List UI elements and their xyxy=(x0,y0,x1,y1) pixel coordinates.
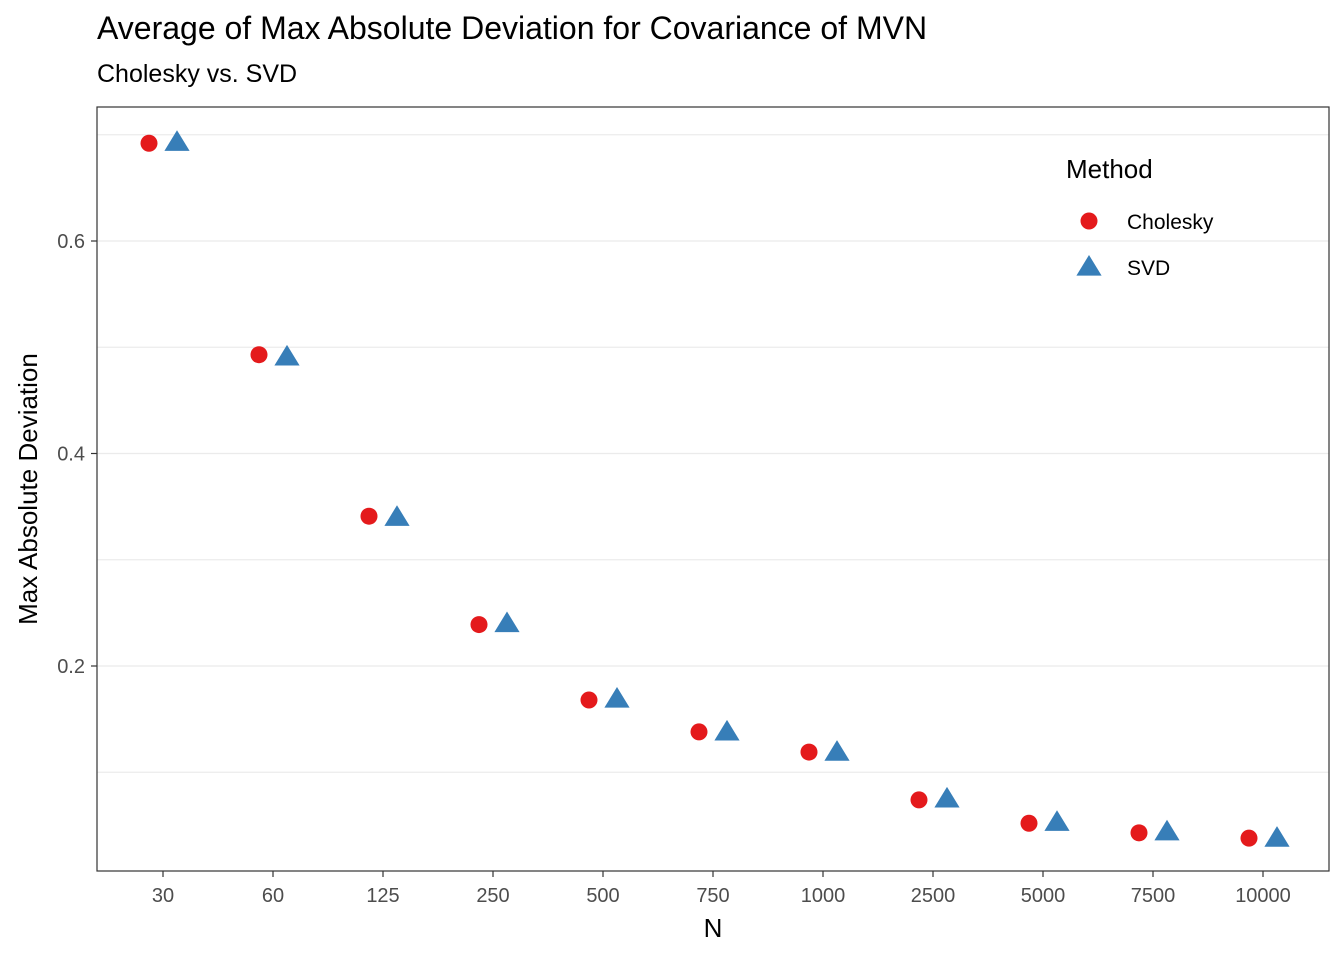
cholesky-point xyxy=(470,616,488,634)
data-points xyxy=(140,130,1290,847)
svd-point xyxy=(824,740,850,761)
y-axis: 0.2 0.4 0.6 xyxy=(57,231,97,678)
cholesky-point xyxy=(690,723,708,741)
legend-key-triangle xyxy=(1076,255,1102,276)
svd-point xyxy=(714,719,740,741)
chart-title: Average of Max Absolute Deviation for Co… xyxy=(97,10,928,46)
svd-point xyxy=(1044,810,1070,831)
svd-point xyxy=(274,344,300,366)
chart-subtitle: Cholesky vs. SVD xyxy=(97,60,298,88)
x-tick-label: 1000 xyxy=(801,885,846,907)
cholesky-point xyxy=(910,791,928,809)
x-axis: 30 60 125 250 500 750 1000 2500 5000 7500 10000 xyxy=(152,871,1291,907)
y-tick-label: 0.4 xyxy=(57,444,85,466)
svd-point xyxy=(934,786,960,808)
x-tick-label: 30 xyxy=(152,885,174,907)
x-tick-label: 10000 xyxy=(1235,885,1291,907)
x-tick-label: 5000 xyxy=(1021,885,1066,907)
legend-label: Cholesky xyxy=(1127,211,1214,234)
y-tick-label: 0.2 xyxy=(57,656,85,678)
x-tick-label: 2500 xyxy=(911,885,956,907)
y-axis-title: Max Absolute Deviation xyxy=(13,353,43,625)
x-tick-label: 500 xyxy=(586,885,619,907)
x-tick-label: 60 xyxy=(262,885,284,907)
svd-point xyxy=(1154,819,1180,841)
cholesky-point xyxy=(1020,814,1038,832)
svd-point xyxy=(164,130,190,151)
y-tick-label: 0.6 xyxy=(57,231,85,253)
cholesky-point xyxy=(250,346,268,364)
x-tick-label: 7500 xyxy=(1131,885,1176,907)
legend: Method Cholesky SVD xyxy=(1066,154,1214,280)
cholesky-point xyxy=(360,507,378,525)
x-tick-label: 750 xyxy=(696,885,729,907)
legend-key-circle xyxy=(1080,212,1098,230)
cholesky-point xyxy=(1130,824,1148,842)
cholesky-point xyxy=(140,134,158,152)
svd-point xyxy=(384,505,410,526)
gridlines xyxy=(97,134,1329,773)
cholesky-point xyxy=(580,691,598,709)
svd-point xyxy=(604,686,630,708)
x-axis-title: N xyxy=(704,913,723,943)
legend-label: SVD xyxy=(1127,257,1170,280)
x-tick-label: 250 xyxy=(476,885,509,907)
svd-point xyxy=(1264,826,1290,847)
legend-title: Method xyxy=(1066,154,1153,184)
svd-point xyxy=(494,611,520,633)
x-tick-label: 125 xyxy=(366,885,399,907)
cholesky-point xyxy=(1240,829,1258,847)
cholesky-point xyxy=(800,743,818,761)
